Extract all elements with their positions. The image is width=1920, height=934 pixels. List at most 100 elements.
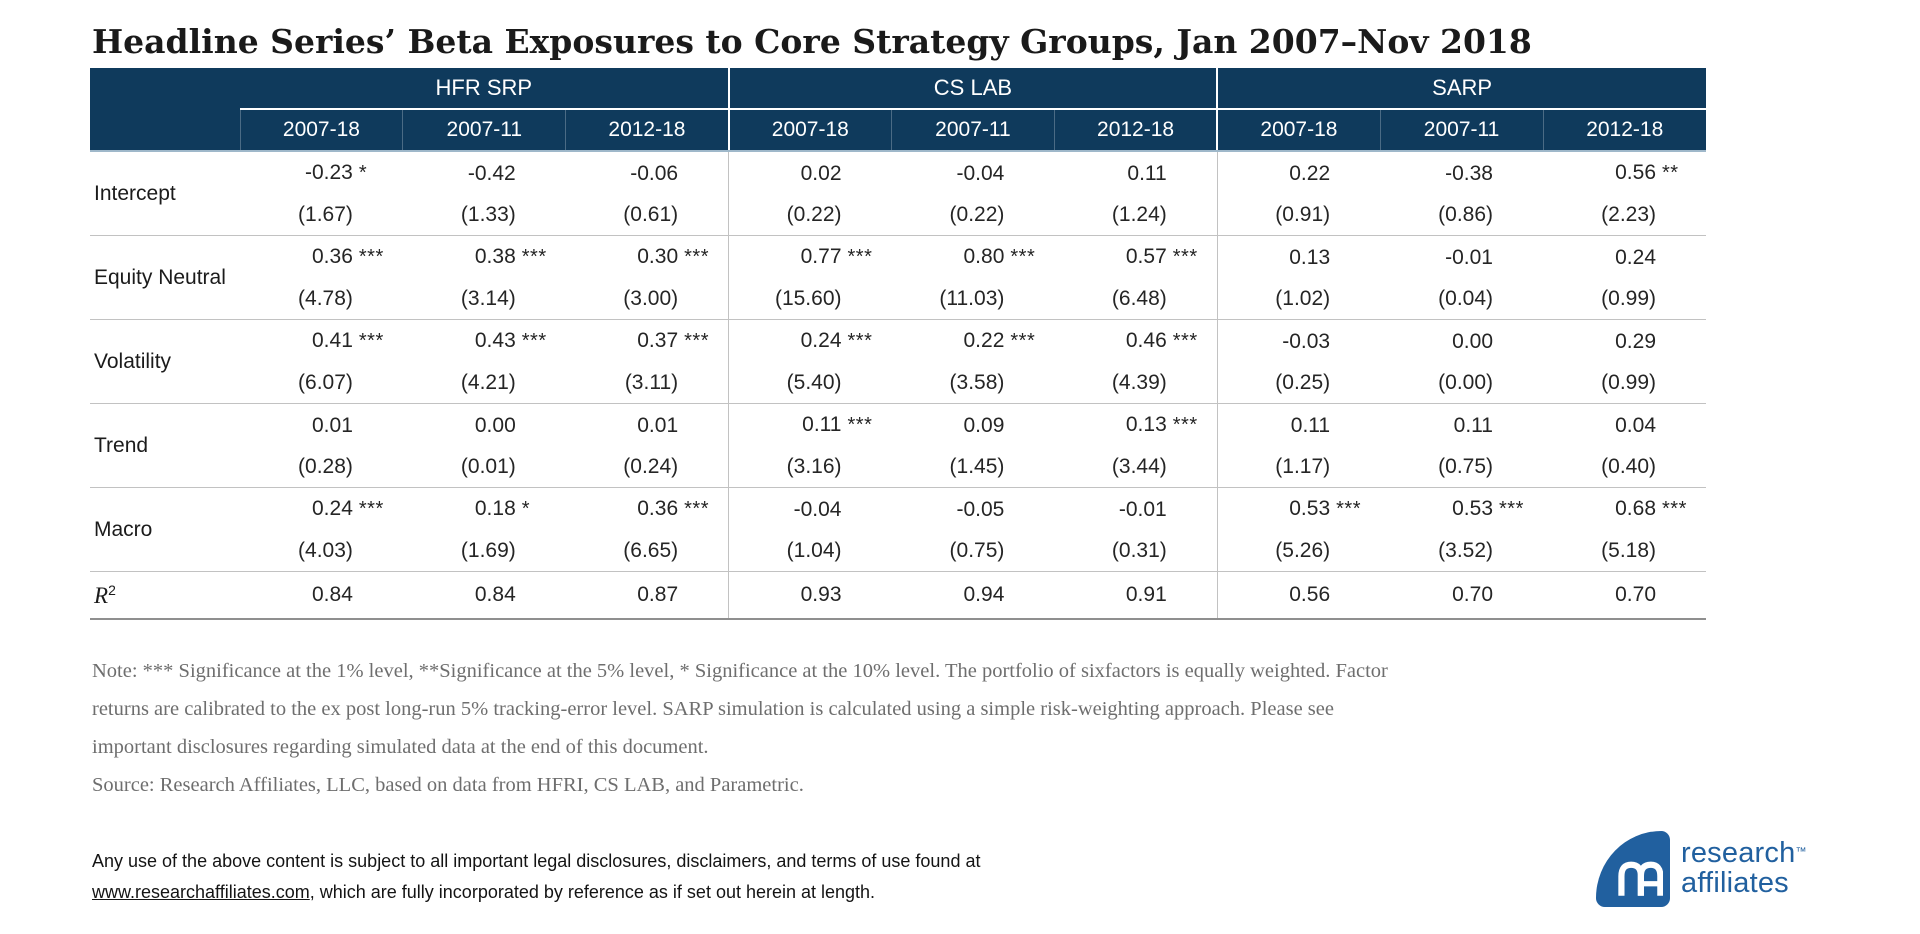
- table-row: Trend 0.01 (0.28) 0.00 (0.01) 0.01 (0.24) 0.11 *…: [90, 403, 1706, 488]
- tstat-value: (0.61): [623, 202, 679, 226]
- coefficient-value: 0.70: [1615, 583, 1656, 606]
- coefficient-cell: 0.01 (0.24): [565, 403, 729, 488]
- legal-line-2-rest: , which are fully incorporated by refere…: [309, 882, 876, 902]
- significance-stars: ***: [1172, 414, 1198, 436]
- coefficient-value: 0.36 ***: [240, 236, 403, 278]
- coefficient-cell: 0.80 *** (11.03): [891, 235, 1055, 320]
- row-label: Intercept: [90, 151, 240, 236]
- row-label: Equity Neutral: [90, 235, 240, 320]
- significance-stars: ***: [847, 246, 873, 268]
- coefficient-cell: 0.41 *** (6.07): [240, 319, 403, 404]
- tstat-value: (5.40): [786, 371, 842, 394]
- group-header-row: HFR SRP CS LAB SARP: [90, 68, 1706, 110]
- r-squared-row: R2 0.84 0.84 0.87 0.93 0.94 0.91 0.56 0.70 0.70: [90, 571, 1706, 620]
- coefficient-value: 0.01: [312, 413, 353, 437]
- significance-stars: ***: [684, 330, 709, 352]
- tstat-value: (0.24): [623, 454, 679, 478]
- tstat-value: (0.91): [1275, 202, 1331, 226]
- coefficient-value: 0.13: [1289, 245, 1331, 269]
- coefficient-cell: -0.03 (0.25): [1216, 319, 1381, 404]
- period-header: 2007-18: [1216, 109, 1381, 152]
- legal-line-2: www.researchaffiliates.com, which are fu…: [92, 877, 980, 908]
- tstat-value: (0.99): [1601, 370, 1656, 394]
- r-squared-cell: 0.84: [240, 571, 403, 620]
- significance-stars: ***: [1172, 246, 1198, 268]
- coefficient-cell: -0.04 (1.04): [728, 487, 892, 572]
- period-header: 2012-18: [1542, 109, 1706, 152]
- tstat-value: (1.45): [949, 454, 1005, 478]
- coefficient-value: 0.01: [637, 413, 679, 437]
- coefficient-value: 0.37 ***: [566, 320, 728, 362]
- coefficient-cell: 0.53 *** (3.52): [1380, 487, 1543, 572]
- group-header-cs-lab: CS LAB: [727, 68, 1218, 110]
- significance-stars: ***: [1172, 330, 1198, 352]
- coefficient-cell: 0.11 (1.24): [1054, 151, 1218, 236]
- significance-stars: ***: [358, 498, 384, 520]
- coefficient-value: 0.91: [1125, 583, 1167, 606]
- coefficient-value: 0.80 ***: [892, 236, 1055, 278]
- coefficient-cell: 0.02 (0.22): [728, 151, 892, 236]
- significance-stars: ***: [521, 246, 547, 268]
- coefficient-value: 0.84: [312, 583, 353, 606]
- row-label: Trend: [90, 403, 240, 488]
- page-title: Headline Series’ Beta Exposures to Core …: [92, 22, 1532, 61]
- coefficient-cell: 0.53 *** (5.26): [1216, 487, 1381, 572]
- coefficient-value: 0.11: [1290, 413, 1331, 437]
- coefficient-cell: -0.06 (0.61): [565, 151, 729, 236]
- coefficient-value: 0.53 ***: [1380, 488, 1543, 530]
- coefficient-value: -0.04: [793, 497, 842, 521]
- tstat-value: (0.01): [460, 454, 516, 478]
- coefficient-value: 0.84: [474, 583, 516, 606]
- tstat-value: (0.22): [786, 202, 842, 226]
- coefficient-value: 0.00: [474, 413, 516, 437]
- coefficient-cell: 0.11 *** (3.16): [728, 403, 892, 488]
- tstat-value: (1.02): [1275, 286, 1331, 310]
- r-squared-cell: 0.70: [1380, 571, 1543, 620]
- coefficient-cell: 0.22 (0.91): [1216, 151, 1381, 236]
- coefficient-cell: 0.24 (0.99): [1543, 235, 1706, 320]
- tstat-value: (0.40): [1601, 454, 1656, 478]
- website-link[interactable]: www.researchaffiliates.com: [92, 882, 310, 902]
- coefficient-value: 0.70: [1452, 583, 1493, 606]
- coefficient-cell: 0.24 *** (5.40): [728, 319, 892, 404]
- tstat-value: (6.07): [298, 371, 353, 394]
- tstat-value: (0.28): [298, 454, 353, 478]
- tstat-value: (4.78): [298, 287, 353, 310]
- coefficient-value: 0.77 ***: [729, 236, 891, 278]
- group-header-sarp: SARP: [1216, 68, 1706, 110]
- significance-stars: ***: [1336, 498, 1361, 520]
- period-header-row: 2007-18 2007-11 2012-18 2007-18 2007-11 …: [90, 109, 1706, 152]
- tstat-value: (3.00): [623, 287, 679, 310]
- tstat-value: (1.24): [1111, 202, 1167, 226]
- ra-monogram-icon: [1618, 861, 1663, 896]
- tstat-value: (6.65): [623, 539, 679, 562]
- significance-stars: ***: [358, 246, 384, 268]
- coefficient-value: 0.13 ***: [1054, 404, 1216, 446]
- tstat-value: (4.21): [460, 371, 516, 394]
- r-squared-cell: 0.91: [1054, 571, 1218, 620]
- coefficient-cell: 0.09 (1.45): [891, 403, 1055, 488]
- tstat-value: (0.86): [1438, 202, 1493, 226]
- period-header: 2007-11: [891, 109, 1055, 152]
- coefficient-cell: 0.77 *** (15.60): [728, 235, 892, 320]
- legal-disclaimer: Any use of the above content is subject …: [92, 846, 980, 908]
- legal-line-1: Any use of the above content is subject …: [92, 851, 981, 871]
- coefficient-value: 0.22: [1289, 161, 1331, 185]
- coefficient-cell: 0.36 *** (4.78): [240, 235, 403, 320]
- period-header: 2007-11: [402, 109, 566, 152]
- ra-logo-shape: [1596, 831, 1670, 907]
- tstat-value: (15.60): [774, 287, 842, 310]
- tstat-value: (2.23): [1601, 203, 1656, 226]
- group-header-hfr-srp: HFR SRP: [240, 68, 729, 110]
- corner-cell: [90, 109, 240, 152]
- coefficient-value: 0.11: [1127, 161, 1167, 185]
- table-body: Intercept -0.23 * (1.67) -0.42 (1.33) -0.06 (0.…: [90, 151, 1706, 620]
- r-squared-cell: 0.84: [402, 571, 566, 620]
- coefficient-value: 0.04: [1615, 413, 1656, 437]
- coefficient-value: -0.05: [956, 497, 1005, 521]
- tstat-value: (5.26): [1275, 539, 1331, 562]
- table-row: Volatility 0.41 *** (6.07) 0.43 *** (4.21) 0.37…: [90, 319, 1706, 404]
- tstat-value: (1.67): [298, 203, 353, 226]
- footnote-line: important disclosures regarding simulate…: [92, 736, 709, 758]
- coefficient-value: 0.22 ***: [892, 320, 1055, 362]
